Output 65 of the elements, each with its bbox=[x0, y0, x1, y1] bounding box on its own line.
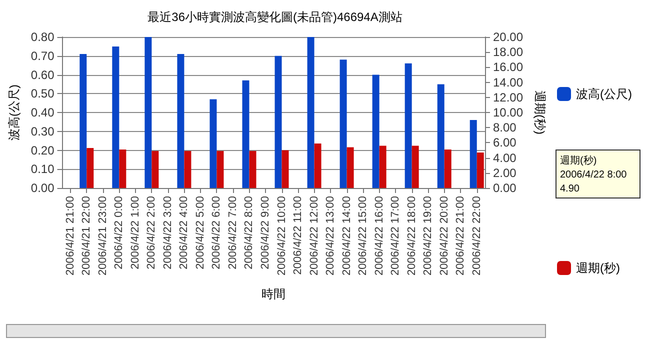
bar bbox=[177, 54, 184, 188]
bar bbox=[80, 54, 87, 188]
bar bbox=[112, 46, 120, 188]
y-tick-label: 0.50 bbox=[30, 86, 55, 101]
bar bbox=[144, 37, 152, 188]
x-tick-label: 2006/4/22 8:00 bbox=[243, 196, 256, 270]
y2-tick-label: 10.00 bbox=[493, 106, 524, 120]
y2-axis-title: 週期(秒) bbox=[532, 90, 547, 134]
x-tick-label: 2006/4/22 2:00 bbox=[146, 196, 158, 270]
y2-tick-label: 6.00 bbox=[493, 136, 517, 150]
x-tick-label: 2006/4/22 11:00 bbox=[292, 196, 304, 275]
y-tick-label: 0.40 bbox=[30, 106, 55, 120]
y-tick-label: 0.00 bbox=[30, 181, 55, 195]
bar bbox=[404, 63, 412, 188]
bar bbox=[307, 37, 314, 188]
y-tick-label: 0.20 bbox=[30, 143, 55, 158]
x-tick-label: 2006/4/22 3:00 bbox=[162, 196, 174, 270]
bar bbox=[274, 56, 282, 188]
bar bbox=[242, 80, 250, 188]
x-axis-title: 時間 bbox=[262, 287, 286, 301]
x-tick-label: 2006/4/22 16:00 bbox=[373, 196, 386, 276]
x-tick-label: 2006/4/22 9:00 bbox=[260, 196, 272, 270]
y2-tick-label: 12.00 bbox=[493, 90, 524, 104]
x-tick-label: 2006/4/22 13:00 bbox=[324, 196, 337, 276]
y2-tick-label: 20.00 bbox=[493, 30, 524, 44]
y-tick-label: 0.60 bbox=[30, 68, 55, 82]
y2-tick-label: 8.00 bbox=[493, 120, 517, 135]
y-axis-title: 波高(公尺) bbox=[7, 84, 21, 140]
x-tick-label: 2006/4/22 17:00 bbox=[390, 196, 402, 276]
bar bbox=[340, 60, 347, 188]
x-tick-label: 2006/4/22 12:00 bbox=[308, 196, 320, 276]
bar bbox=[437, 84, 444, 188]
y-tick-label: 0.80 bbox=[30, 30, 55, 44]
y-tick-label: 0.10 bbox=[30, 162, 55, 176]
x-tick-label: 2006/4/22 10:00 bbox=[276, 196, 288, 276]
text: 週期(秒) 2006/4/22 8:00 4.90 bbox=[560, 154, 628, 194]
y2-tick-label: 16.00 bbox=[493, 60, 524, 74]
y2-tick-label: 18.00 bbox=[493, 45, 524, 60]
x-tick-label: 2006/4/21 22:00 bbox=[80, 196, 93, 276]
y2-tick-label: 14.00 bbox=[493, 75, 524, 90]
x-tick-label: 2006/4/22 1:00 bbox=[129, 196, 142, 270]
x-tick-label: 2006/4/22 14:00 bbox=[340, 196, 353, 276]
y2-tick-label: 4.00 bbox=[493, 150, 517, 165]
x-tick-label: 2006/4/22 20:00 bbox=[438, 196, 450, 276]
legend-label: 週期(秒) bbox=[576, 261, 620, 275]
legend-label: 波高(公尺) bbox=[576, 87, 632, 101]
x-tick-label: 2006/4/22 15:00 bbox=[357, 196, 370, 276]
x-tick-label: 2006/4/21 23:00 bbox=[96, 196, 109, 276]
x-tick-label: 2006/4/22 18:00 bbox=[406, 196, 418, 276]
y2-tick-label: 2.00 bbox=[493, 166, 517, 180]
x-tick-label: 2006/4/22 0:00 bbox=[113, 196, 126, 270]
x-tick-label: 2006/4/22 5:00 bbox=[194, 196, 206, 270]
x-tick-label: 2006/4/22 19:00 bbox=[422, 196, 434, 276]
x-tick-label: 2006/4/22 6:00 bbox=[210, 196, 223, 270]
y-tick-label: 0.30 bbox=[30, 124, 55, 138]
x-tick-label: 2006/4/22 22:00 bbox=[470, 196, 483, 276]
x-tick-label: 2006/4/22 7:00 bbox=[226, 196, 239, 270]
y-tick-label: 0.70 bbox=[30, 48, 55, 63]
chart-title: 最近36小時實測波高變化圖(未品管)46694A測站 bbox=[148, 10, 402, 24]
x-tick-label: 2006/4/22 21:00 bbox=[454, 196, 467, 276]
x-tick-label: 2006/4/22 4:00 bbox=[178, 196, 190, 270]
x-tick-label: 2006/4/21 21:00 bbox=[64, 196, 76, 276]
bar bbox=[210, 99, 217, 188]
bar bbox=[372, 74, 380, 188]
y2-tick-label: 0.00 bbox=[493, 181, 517, 195]
